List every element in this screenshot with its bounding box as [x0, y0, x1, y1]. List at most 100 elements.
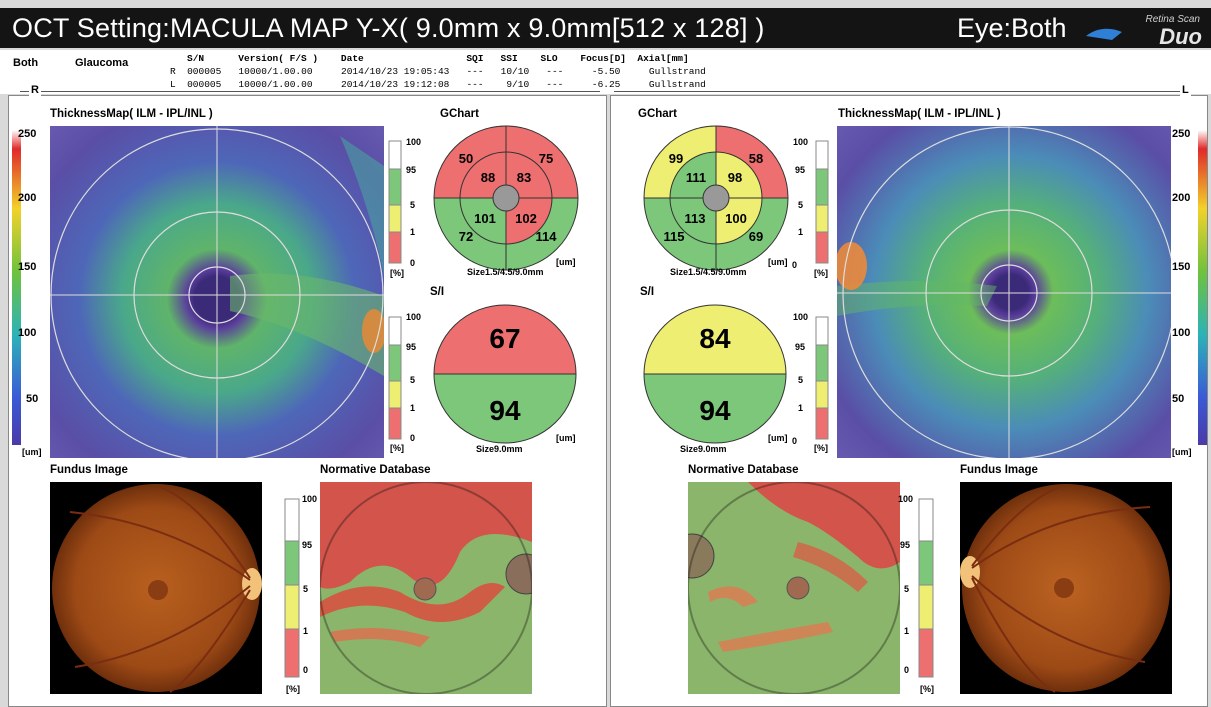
gchart-l: 99 58 111 98 113 100 115 69: [643, 125, 789, 271]
pct-unit-r3: [%]: [286, 684, 300, 694]
info-row-r: R 000005 10000/1.00.00 2014/10/23 19:05:…: [170, 66, 706, 77]
gchart-zero-l: 0: [792, 260, 798, 270]
patient-info-bar: Both Glaucoma S/N Version( F/S ) Date SQ…: [0, 50, 1211, 94]
pct-100-r1: 100: [406, 137, 422, 147]
gchart-unit-l: [um]: [768, 257, 788, 267]
left-eye-marker: L: [1180, 84, 1191, 96]
normative-title-l: Normative Database: [688, 464, 799, 476]
pct-unit-r2: [%]: [390, 443, 404, 453]
percent-scale-l1: [815, 140, 829, 264]
scale-150-l: 150: [1172, 261, 1191, 273]
pct-95-l2: 95: [795, 342, 806, 352]
thickness-map-r: [50, 126, 384, 458]
divider-left: [614, 91, 1189, 92]
pct-95-r3: 95: [302, 540, 313, 550]
si-title-l: S/I: [640, 286, 655, 298]
pct-0-r1: 0: [410, 258, 416, 268]
si-l-superior: 84: [699, 323, 731, 354]
pct-1-l2: 1: [798, 403, 804, 413]
gchart-r-outer-bl: 72: [459, 229, 473, 244]
si-unit-l: [um]: [768, 433, 788, 443]
scale-unit-l: [um]: [1172, 447, 1192, 457]
scale-200-l: 200: [1172, 192, 1191, 204]
eye-label: Eye:Both: [957, 13, 1067, 43]
title-bar: OCT Setting:MACULA MAP Y-X( 9.0mm x 9.0m…: [0, 8, 1211, 48]
gchart-title-r: GChart: [440, 108, 479, 120]
gchart-l-outer-tr: 58: [749, 151, 763, 166]
pct-100-l2: 100: [793, 312, 809, 322]
right-eye-marker: R: [29, 84, 41, 96]
pct-1-r2: 1: [410, 403, 416, 413]
info-headers: S/N Version( F/S ) Date SQI SSI SLO Focu…: [187, 53, 689, 64]
pct-unit-l3: [%]: [920, 684, 934, 694]
si-l-inferior: 94: [699, 395, 731, 426]
thickness-map-l: [837, 126, 1171, 458]
fundus-title-l: Fundus Image: [960, 464, 1038, 476]
normative-database-r: [320, 482, 532, 694]
gchart-unit-r: [um]: [556, 257, 576, 267]
pct-95-l1: 95: [795, 165, 806, 175]
both-label: Both: [13, 57, 39, 69]
pct-5-l1: 5: [798, 200, 804, 210]
percent-scale-r1: [388, 140, 402, 264]
scale-100-l: 100: [1172, 327, 1191, 339]
si-unit-r: [um]: [556, 433, 576, 443]
gchart-l-inner-tr: 98: [728, 170, 742, 185]
gchart-r-inner-bl: 101: [474, 211, 496, 226]
gchart-l-outer-tl: 99: [669, 151, 683, 166]
pct-100-r3: 100: [302, 494, 318, 504]
scale-50-r: 50: [26, 393, 39, 405]
scale-250-l: 250: [1172, 128, 1191, 140]
pct-5-r1: 5: [410, 200, 416, 210]
scale-50-l: 50: [1172, 393, 1185, 405]
scale-250-r: 250: [18, 128, 37, 140]
gchart-l-outer-bl: 115: [664, 229, 685, 244]
pct-5-r3: 5: [303, 584, 309, 594]
pct-1-l1: 1: [798, 227, 804, 237]
gchart-r-inner-tl: 88: [481, 170, 495, 185]
percent-scale-r3: [284, 498, 300, 678]
gchart-size-r: Size1.5/4.5/9.0mm: [467, 267, 544, 277]
si-zero-l: 0: [792, 436, 798, 446]
scale-150-r: 150: [18, 261, 37, 273]
gchart-r-outer-tr: 75: [539, 151, 553, 166]
si-title-r: S/I: [430, 286, 445, 298]
normative-title-r: Normative Database: [320, 464, 431, 476]
pct-95-r1: 95: [406, 165, 417, 175]
thickness-scale-r: [12, 130, 21, 445]
pct-100-l1: 100: [793, 137, 809, 147]
pct-100-l3: 100: [898, 494, 914, 504]
percent-scale-l3: [918, 498, 934, 678]
si-r-inferior: 94: [489, 395, 521, 426]
pct-0-r3: 0: [303, 665, 309, 675]
fundus-image-r: [50, 482, 262, 694]
gchart-r: 50 75 88 83 101 102 72 114: [433, 125, 579, 271]
gchart-r-inner-tr: 83: [517, 170, 531, 185]
thickness-map-title-l: ThicknessMap( ILM - IPL/INL ): [838, 108, 1001, 120]
scale-unit-r: [um]: [22, 447, 42, 457]
percent-scale-r2: [388, 316, 402, 440]
divider-right: [20, 91, 600, 92]
pct-95-l3: 95: [900, 540, 911, 550]
pct-1-l3: 1: [904, 626, 910, 636]
pct-1-r1: 1: [410, 227, 416, 237]
si-chart-r: 67 94: [433, 304, 577, 444]
pct-unit-r1: [%]: [390, 268, 404, 278]
normative-database-l: [688, 482, 900, 694]
logo-brand: Duo: [1159, 24, 1202, 48]
si-chart-l: 84 94: [643, 304, 787, 444]
pct-100-r2: 100: [406, 312, 422, 322]
scale-200-r: 200: [18, 192, 37, 204]
thickness-scale-l: [1198, 130, 1207, 445]
gchart-title-l: GChart: [638, 108, 677, 120]
fundus-image-l: [960, 482, 1172, 694]
retina-scan-duo-logo: Retina Scan Duo: [1086, 14, 1202, 48]
si-size-l: Size9.0mm: [680, 444, 727, 454]
gchart-r-outer-br: 114: [536, 229, 558, 244]
pct-5-l2: 5: [798, 375, 804, 385]
logo-subtitle: Retina Scan: [1146, 14, 1201, 25]
page-title: OCT Setting:MACULA MAP Y-X( 9.0mm x 9.0m…: [12, 13, 765, 43]
gchart-l-outer-br: 69: [749, 229, 763, 244]
pct-0-l3: 0: [904, 665, 910, 675]
percent-scale-l2: [815, 316, 829, 440]
